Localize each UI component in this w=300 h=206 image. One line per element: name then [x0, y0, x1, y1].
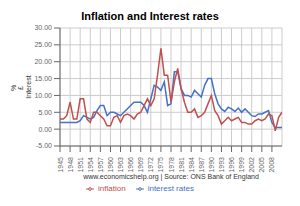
- svg-text:2008: 2008: [268, 157, 275, 173]
- svg-text:10.00: 10.00: [34, 92, 52, 99]
- svg-text:1954: 1954: [87, 157, 94, 173]
- svg-text:% £ Interest: % £ Interest: [10, 75, 32, 98]
- svg-text:25.00: 25.00: [34, 41, 52, 48]
- svg-text:1999: 1999: [238, 157, 245, 173]
- svg-text:1993: 1993: [218, 157, 225, 173]
- svg-text:1972: 1972: [147, 157, 154, 173]
- svg-text:1945: 1945: [57, 157, 64, 173]
- svg-text:1984: 1984: [188, 157, 195, 173]
- svg-text:1957: 1957: [97, 157, 104, 173]
- svg-text:1966: 1966: [127, 157, 134, 173]
- html-text:Inflation and Interest rates: Inflation and Interest rates: [81, 10, 219, 22]
- svg-text:1981: 1981: [178, 157, 185, 173]
- svg-text:1963: 1963: [117, 157, 124, 173]
- svg-text:1987: 1987: [198, 157, 205, 173]
- svg-text:1990: 1990: [208, 157, 215, 173]
- html-text:interest rates: interest rates: [147, 184, 194, 193]
- svg-text:15.00: 15.00: [34, 75, 52, 82]
- svg-text:1975: 1975: [157, 157, 164, 173]
- svg-text:5.00: 5.00: [38, 109, 52, 116]
- svg-text:1951: 1951: [77, 157, 84, 173]
- svg-text:1969: 1969: [137, 157, 144, 173]
- svg-text:www.economicshelp.org | Source: www.economicshelp.org | Source: ONS Bank…: [82, 173, 259, 181]
- html-text:inflation: inflation: [98, 184, 126, 193]
- svg-text:1978: 1978: [168, 157, 175, 173]
- svg-text:2005: 2005: [258, 157, 265, 173]
- svg-text:1996: 1996: [228, 157, 235, 173]
- svg-text:-5.00: -5.00: [36, 142, 52, 149]
- svg-text:2002: 2002: [248, 157, 255, 173]
- svg-text:0.00: 0.00: [38, 126, 52, 133]
- svg-text:1960: 1960: [107, 157, 114, 173]
- svg-text:1948: 1948: [67, 157, 74, 173]
- svg-text:20.00: 20.00: [34, 58, 52, 65]
- svg-text:30.00: 30.00: [34, 24, 52, 31]
